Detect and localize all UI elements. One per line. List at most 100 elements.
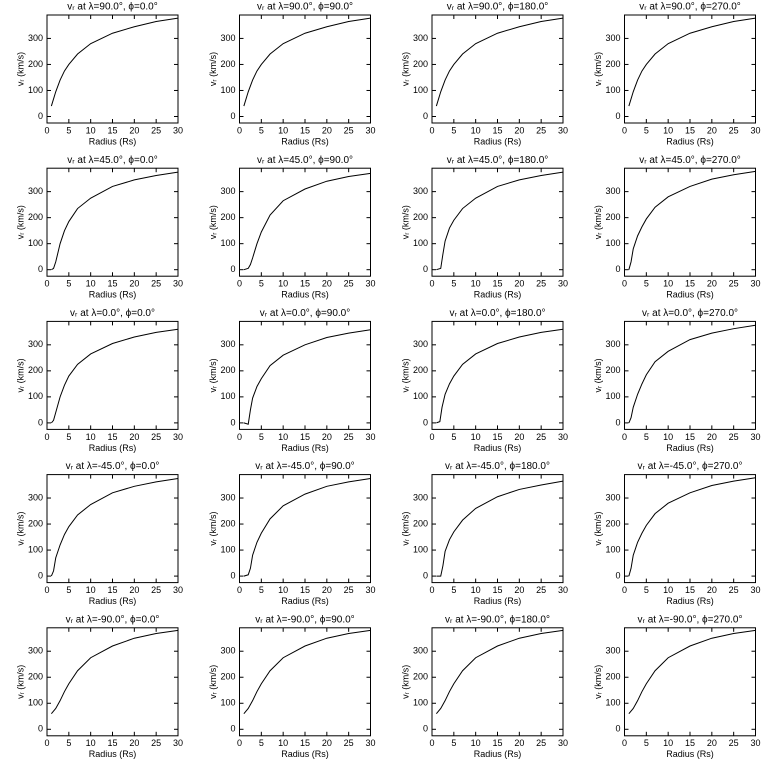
y-axis-label: vᵣ (km/s) [15,512,25,546]
y-tick-label: 0 [230,264,235,274]
x-tick-label: 20 [514,125,524,135]
x-tick-label: 25 [344,279,354,289]
y-tick-label: 200 [605,212,620,222]
chart-title: vᵣ at λ=-90.0°, ϕ=90.0° [255,614,354,625]
data-line [436,480,564,577]
x-tick-label: 0 [237,279,242,289]
x-tick-label: 15 [492,738,502,748]
x-tick-label: 10 [471,279,481,289]
x-axis-label: Radius (Rs) [666,136,714,146]
x-tick-label: 5 [66,279,71,289]
plot-frame [431,14,564,124]
y-axis-label: vᵣ (km/s) [593,665,603,699]
x-tick-label: 0 [429,125,434,135]
y-tick-label: 100 [413,238,428,248]
x-tick-label: 25 [344,432,354,442]
x-tick-label: 0 [237,585,242,595]
y-tick-label: 300 [605,646,620,656]
x-tick-label: 30 [173,279,183,289]
data-line [628,324,756,424]
x-tick-label: 20 [514,279,524,289]
x-tick-label: 5 [259,585,264,595]
y-tick-label: 200 [220,212,235,222]
y-tick-label: 300 [220,33,235,43]
data-line [436,328,564,424]
x-tick-label: 15 [685,432,695,442]
plot-frame [624,14,756,124]
y-tick-label: 0 [38,264,43,274]
x-tick-label: 0 [622,125,627,135]
x-tick-label: 0 [44,432,49,442]
x-tick-label: 10 [278,279,288,289]
plot-frame [431,167,564,277]
y-tick-label: 100 [413,698,428,708]
x-tick-label: 15 [492,585,502,595]
chart-title: vᵣ at λ=45.0°, ϕ=0.0° [67,155,158,166]
x-tick-label: 20 [129,125,139,135]
x-tick-label: 15 [300,279,310,289]
x-axis-label: Radius (Rs) [474,443,522,453]
y-tick-label: 300 [605,186,620,196]
x-axis-label: Radius (Rs) [474,290,522,300]
chart-title: vᵣ at λ=45.0°, ϕ=270.0° [639,155,741,166]
data-line [50,17,179,107]
x-tick-label: 25 [536,738,546,748]
y-tick-label: 200 [220,365,235,375]
x-tick-label: 10 [663,432,673,442]
x-tick-label: 15 [685,125,695,135]
x-tick-label: 5 [259,279,264,289]
x-tick-label: 30 [558,432,568,442]
x-tick-label: 30 [558,279,568,289]
plot-frame [46,14,179,124]
y-tick-label: 0 [615,570,620,580]
x-tick-label: 25 [151,585,161,595]
data-line [50,629,179,715]
chart-title: vᵣ at λ=45.0°, ϕ=180.0° [447,155,549,166]
x-tick-label: 0 [429,432,434,442]
plot-frame [46,320,179,430]
y-tick-label: 0 [423,417,428,427]
y-tick-label: 0 [423,264,428,274]
x-tick-label: 10 [471,738,481,748]
x-tick-label: 0 [429,279,434,289]
y-axis-label: vᵣ (km/s) [208,358,218,392]
x-tick-label: 0 [44,125,49,135]
x-tick-label: 10 [471,585,481,595]
x-tick-label: 30 [365,279,375,289]
x-tick-label: 25 [536,279,546,289]
plot-frame [46,627,179,737]
x-tick-label: 10 [663,279,673,289]
x-tick-label: 15 [300,125,310,135]
x-tick-label: 15 [685,738,695,748]
y-tick-label: 100 [28,238,43,248]
x-tick-label: 10 [278,738,288,748]
x-axis-label: Radius (Rs) [89,596,137,606]
data-line [243,17,371,107]
x-tick-label: 30 [750,125,760,135]
x-tick-label: 15 [300,738,310,748]
x-tick-label: 30 [750,585,760,595]
x-tick-label: 20 [129,279,139,289]
x-tick-label: 15 [107,585,117,595]
y-tick-label: 200 [220,672,235,682]
x-tick-label: 15 [685,585,695,595]
x-tick-label: 25 [344,738,354,748]
x-tick-label: 15 [492,279,502,289]
x-axis-label: Radius (Rs) [666,290,714,300]
x-tick-label: 5 [259,432,264,442]
data-line [628,170,756,270]
x-axis-label: Radius (Rs) [89,136,137,146]
plot-frame [239,627,371,737]
x-tick-label: 0 [622,432,627,442]
y-tick-label: 200 [220,59,235,69]
chart-title: vᵣ at λ=0.0°, ϕ=0.0° [70,308,155,319]
x-tick-label: 15 [492,125,502,135]
y-tick-label: 100 [220,544,235,554]
x-axis-label: Radius (Rs) [474,749,522,759]
x-tick-label: 20 [514,585,524,595]
x-tick-label: 15 [492,432,502,442]
x-tick-label: 5 [644,279,649,289]
y-axis-label: vᵣ (km/s) [208,512,218,546]
y-tick-label: 0 [38,111,43,121]
y-tick-label: 100 [413,85,428,95]
